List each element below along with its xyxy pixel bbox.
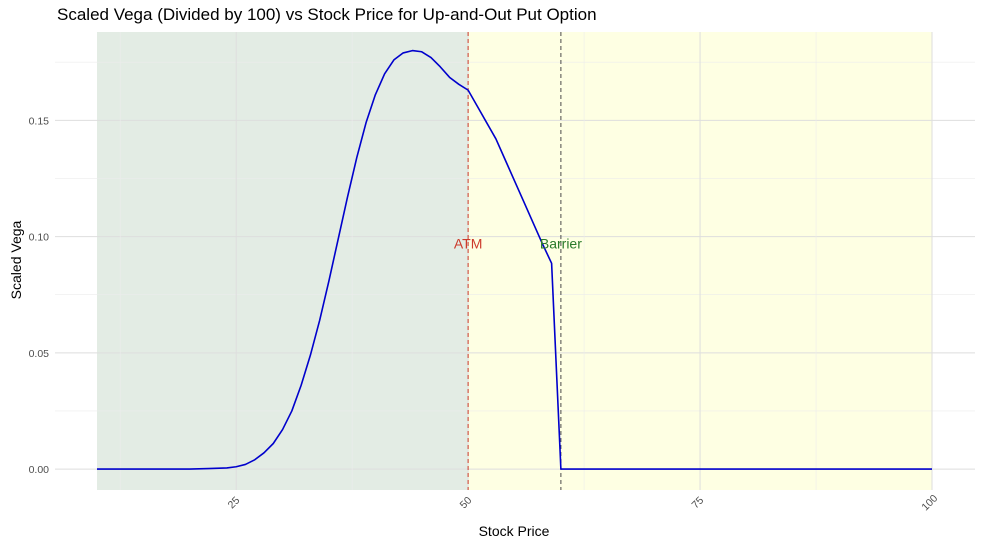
barrier-label: Barrier: [540, 236, 582, 252]
y-tick-label: 0.10: [29, 232, 50, 244]
atm-label: ATM: [454, 236, 483, 252]
x-tick-label: 25: [226, 494, 243, 511]
shaded-regions: [97, 32, 932, 490]
y-axis-title: Scaled Vega: [8, 220, 24, 299]
y-tick-label: 0.00: [29, 464, 50, 476]
x-tick-label: 100: [919, 492, 940, 513]
chart-title: Scaled Vega (Divided by 100) vs Stock Pr…: [57, 5, 597, 24]
reference-lines: [467, 32, 562, 490]
y-axis-ticks: 0.00 0.05 0.10 0.15: [29, 115, 50, 476]
x-tick-label: 50: [458, 494, 475, 511]
x-axis-title: Stock Price: [479, 523, 550, 539]
x-axis-ticks: 25 50 75 100: [226, 492, 941, 513]
data-series: [97, 49, 932, 470]
vega-series-line: [97, 49, 932, 470]
x-tick-label: 75: [690, 494, 707, 511]
y-tick-label: 0.15: [29, 115, 50, 127]
reference-line-labels: ATM Barrier: [454, 236, 582, 252]
y-tick-label: 0.05: [29, 348, 50, 360]
shaded-region-1: [97, 32, 469, 490]
